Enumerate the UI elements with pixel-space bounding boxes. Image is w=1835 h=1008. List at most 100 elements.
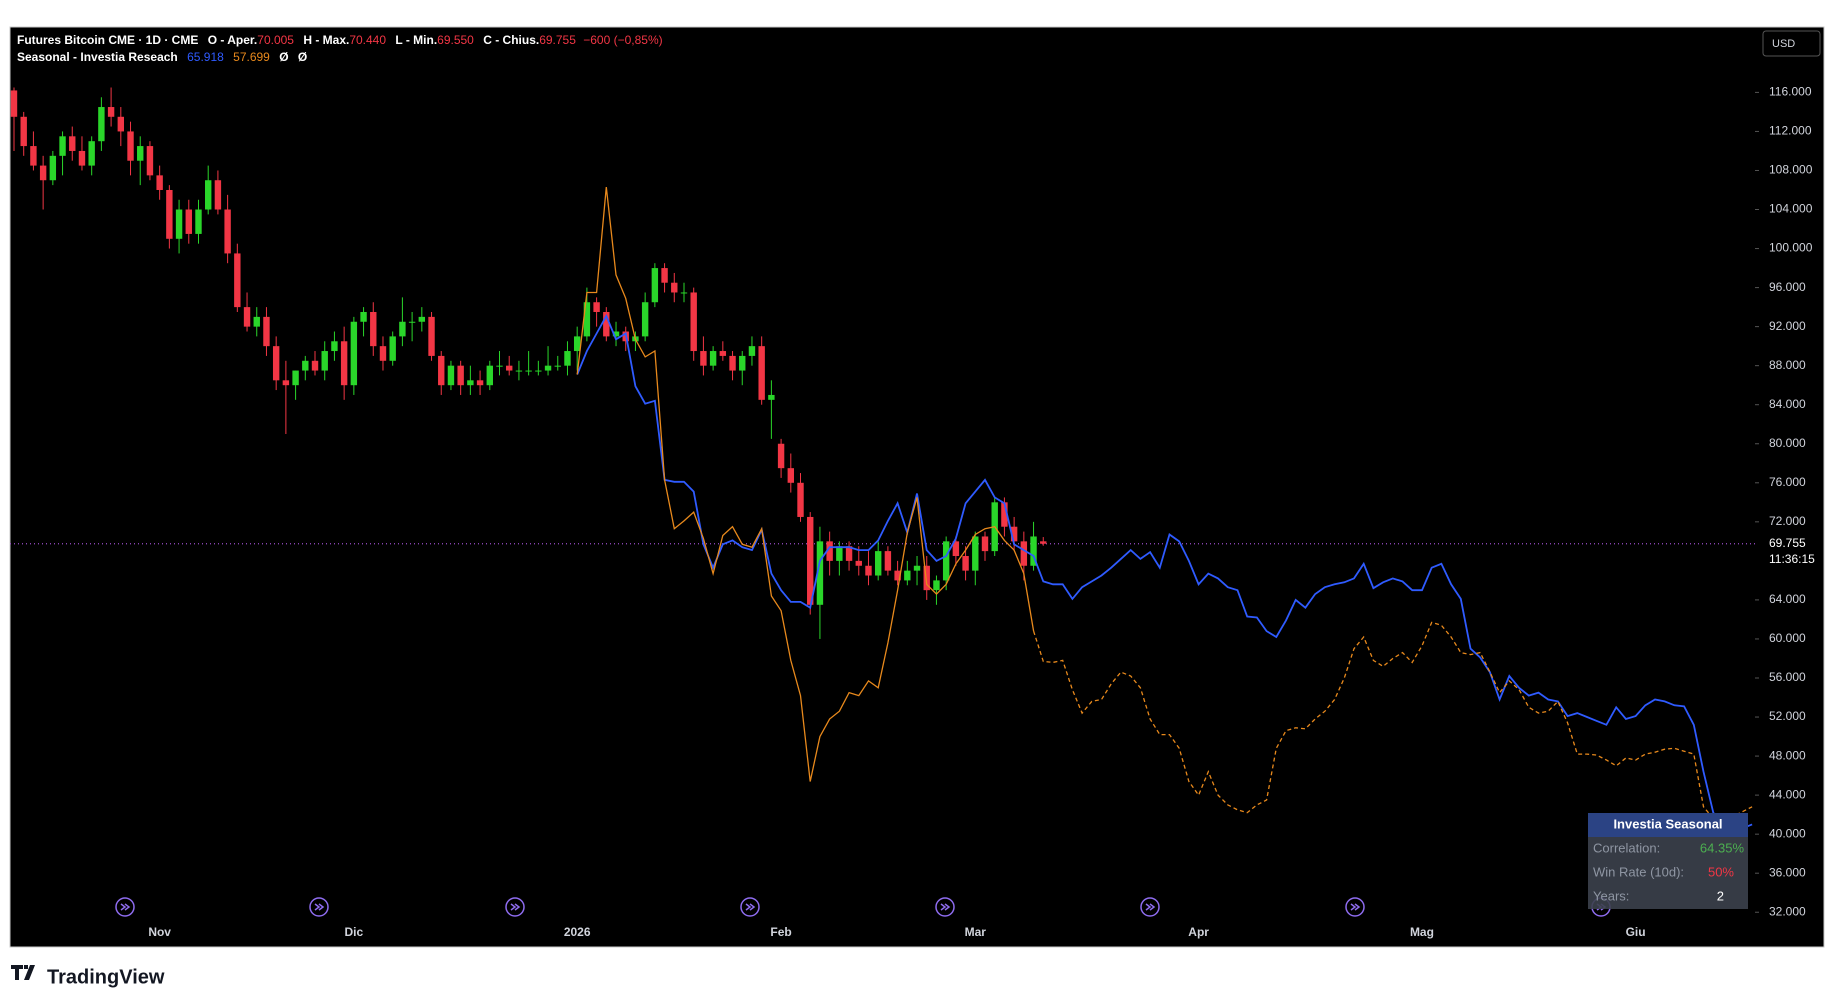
candle-body — [20, 116, 27, 147]
table-label: Correlation: — [1593, 840, 1660, 855]
currency[interactable]: USD — [1772, 38, 1795, 50]
seasonal-line — [576, 187, 1035, 782]
candle-body — [612, 331, 620, 337]
candle-body — [399, 321, 406, 337]
event-icon[interactable] — [505, 897, 525, 917]
candle-body — [185, 209, 192, 234]
y-tick-label: 88.000 — [1769, 358, 1806, 372]
candle-body — [739, 355, 746, 371]
y-tick-label: 32.000 — [1769, 904, 1806, 918]
event-icon[interactable] — [740, 897, 760, 917]
candle-body — [515, 370, 523, 372]
y-tick-label: 44.000 — [1769, 787, 1806, 801]
candle-body — [224, 209, 231, 254]
brand: TradingView — [47, 966, 165, 988]
event-icon[interactable] — [1140, 897, 1160, 917]
candle-body — [768, 394, 775, 400]
event-icon[interactable] — [115, 897, 135, 917]
y-tick-label: 76.000 — [1769, 475, 1806, 489]
candle-body — [166, 189, 173, 239]
indicator-value: Ø — [298, 50, 307, 64]
table: Investia Seasonal Correlation: 64.35% Wi… — [1588, 813, 1748, 909]
y-tick-label: 36.000 — [1769, 865, 1806, 879]
candle-body — [10, 90, 18, 117]
indicator-name: Seasonal - Investia Reseach — [17, 50, 178, 64]
candle-body — [302, 360, 309, 371]
candle-body — [282, 380, 290, 386]
candle-body — [408, 321, 416, 323]
ohlc-label: L - Min. — [395, 33, 437, 47]
y-tick-label: 56.000 — [1769, 670, 1806, 684]
table-header — [1588, 813, 1748, 837]
ohlc-label: H - Max. — [303, 33, 349, 47]
candle-body — [175, 209, 183, 239]
event-icon-arrow — [314, 903, 325, 911]
candle-body — [107, 107, 115, 117]
ohlc-value: 70.005 — [257, 33, 294, 47]
y-tick-label: 100.000 — [1769, 241, 1813, 255]
candle-body — [972, 536, 979, 571]
event-icon[interactable] — [1345, 897, 1365, 917]
symbol: Futures Bitcoin CME · 1D · CME — [17, 33, 198, 47]
y-tick-label: 40.000 — [1769, 826, 1806, 840]
candle-body — [331, 341, 338, 352]
currency-button[interactable] — [1762, 30, 1821, 57]
x-tick-label: Feb — [770, 925, 791, 939]
candle-body — [438, 355, 445, 386]
candle-body — [234, 253, 241, 308]
candle-body — [826, 541, 833, 561]
candle-body — [845, 546, 853, 561]
candle-body — [573, 336, 581, 352]
table-label: Win Rate (10d): — [1593, 864, 1684, 879]
x-tick-label: Mag — [1410, 925, 1434, 939]
x-tick-label: Apr — [1188, 925, 1209, 939]
event-icon-arrow — [510, 903, 521, 911]
chart-pane — [9, 26, 1825, 948]
candle-body — [865, 565, 872, 576]
candle-body — [787, 468, 794, 483]
x-tick-label: Giu — [1626, 925, 1646, 939]
x-tick-label: 2026 — [564, 925, 591, 939]
event-icon[interactable] — [309, 897, 329, 917]
ohlc-value: 69.550 — [437, 33, 474, 47]
event-icon-arrow — [1350, 903, 1361, 911]
candle-body — [894, 570, 901, 581]
x-tick-label: Nov — [148, 925, 171, 939]
ohlc-value: 69.755 — [539, 33, 576, 47]
candle-body — [98, 107, 105, 142]
candle-body — [904, 570, 911, 581]
candle-body — [671, 282, 678, 293]
event-icon[interactable] — [935, 897, 955, 917]
countdown: 11:36:15 — [1769, 552, 1815, 566]
y-tick-label: 92.000 — [1769, 319, 1806, 333]
candle-body — [942, 541, 950, 581]
indicator-value: 65.918 — [187, 50, 224, 64]
candle-body — [69, 136, 76, 151]
indicator-value: 57.699 — [233, 50, 270, 64]
candle-body — [1001, 502, 1008, 527]
candle-body — [884, 551, 892, 571]
candle-body — [49, 155, 57, 181]
candle-body — [447, 365, 455, 386]
candle-body — [146, 146, 154, 176]
candle-body — [263, 316, 270, 347]
candle-body — [418, 316, 426, 322]
candle-body — [729, 355, 736, 371]
ohlc-value: 70.440 — [349, 33, 386, 47]
logo: TradingView — [11, 965, 165, 988]
event-icon-arrow — [745, 903, 756, 911]
y-tick-label: 116.000 — [1769, 85, 1812, 99]
candle-body — [379, 346, 387, 361]
indicator-value: Ø — [279, 50, 288, 64]
candle-body — [243, 307, 251, 327]
candle-body — [428, 316, 435, 356]
candle-body — [641, 302, 649, 337]
candle-body — [836, 546, 843, 561]
ohlc-label: C - Chius. — [483, 33, 539, 47]
logo-mark — [11, 965, 35, 980]
candle-body — [39, 165, 47, 181]
candle-body — [981, 536, 989, 552]
candle-body — [321, 351, 328, 371]
candle-body — [272, 346, 280, 381]
